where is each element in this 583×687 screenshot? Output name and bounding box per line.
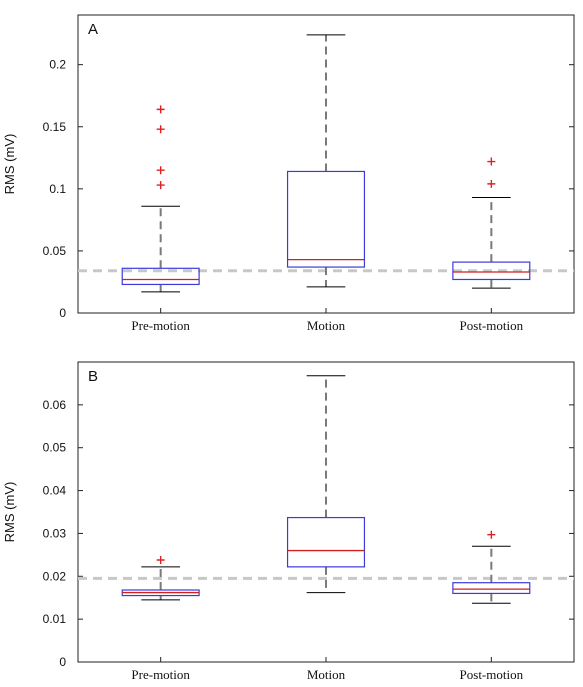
y-tick-label: 0.03 bbox=[43, 526, 67, 540]
y-tick-label: 0.06 bbox=[43, 398, 67, 412]
y-tick-label: 0.05 bbox=[43, 244, 67, 258]
y-axis-label: RMS (mV) bbox=[2, 482, 17, 543]
outlier-marker bbox=[156, 166, 165, 175]
iqr-box bbox=[452, 582, 531, 595]
y-axis-label: RMS (mV) bbox=[2, 134, 17, 195]
outlier-marker bbox=[156, 556, 165, 564]
iqr-box bbox=[121, 267, 200, 286]
x-tick-label: Motion bbox=[307, 318, 346, 333]
x-tick-label: Post-motion bbox=[460, 667, 524, 682]
outlier-marker bbox=[487, 157, 496, 166]
x-tick-label: Post-motion bbox=[460, 318, 524, 333]
x-tick-label: Motion bbox=[307, 667, 346, 682]
y-tick-label: 0.1 bbox=[49, 182, 66, 196]
outlier-marker bbox=[156, 105, 165, 114]
y-tick-label: 0 bbox=[59, 655, 66, 669]
y-tick-label: 0.04 bbox=[43, 484, 67, 498]
outlier-marker bbox=[487, 179, 496, 188]
y-tick-label: 0.02 bbox=[43, 569, 67, 583]
box-motion bbox=[286, 34, 366, 288]
panel-label: A bbox=[88, 21, 98, 38]
box-post-motion bbox=[452, 157, 531, 289]
y-tick-label: 0.05 bbox=[43, 441, 67, 455]
outlier-marker bbox=[156, 125, 165, 134]
iqr-box bbox=[452, 261, 531, 281]
outlier-marker bbox=[156, 181, 165, 190]
x-tick-label: Pre-motion bbox=[131, 318, 190, 333]
x-tick-label: Pre-motion bbox=[131, 667, 190, 682]
box-pre-motion bbox=[121, 556, 200, 601]
y-tick-label: 0.2 bbox=[49, 58, 66, 72]
panel-label: B bbox=[88, 368, 98, 385]
y-tick-label: 0.01 bbox=[43, 612, 67, 626]
iqr-box bbox=[286, 170, 366, 268]
box-pre-motion bbox=[121, 105, 200, 293]
iqr-box bbox=[286, 516, 366, 568]
panel-b: 0 0.01 0.02 0.03 0.04 0.05 0.06 B RMS (mV) Pre-mo… bbox=[2, 361, 575, 682]
box-motion bbox=[286, 375, 366, 594]
y-tick-label: 0 bbox=[59, 306, 66, 320]
outlier-marker bbox=[487, 530, 496, 539]
box-post-motion bbox=[452, 530, 531, 604]
panel-a: 0 0.05 0.1 0.15 0.2 A RMS (mV) Pre-motion Motion… bbox=[2, 14, 575, 333]
y-tick-label: 0.15 bbox=[43, 120, 67, 134]
